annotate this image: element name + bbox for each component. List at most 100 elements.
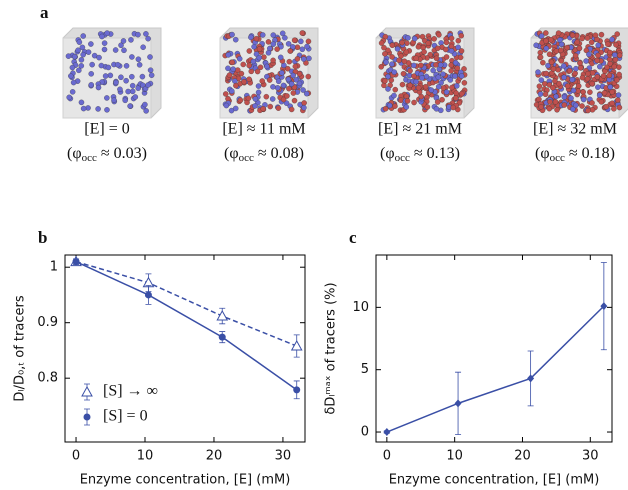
particle xyxy=(225,65,231,72)
particle xyxy=(286,85,292,92)
particle xyxy=(236,56,243,62)
particle xyxy=(99,33,105,40)
particle xyxy=(413,79,419,85)
particle xyxy=(584,35,591,41)
particle xyxy=(232,78,238,84)
plot-frame xyxy=(64,254,306,443)
caption-part: ≈ 0.13) xyxy=(410,145,460,162)
particle xyxy=(257,64,264,71)
particle xyxy=(284,93,290,99)
particle xyxy=(401,58,408,65)
particle xyxy=(233,82,239,89)
particle xyxy=(140,44,146,50)
x-tick-label: 20 xyxy=(514,449,531,464)
particle xyxy=(575,88,581,94)
particle xyxy=(78,63,85,69)
particle xyxy=(555,30,562,36)
particle xyxy=(252,103,258,109)
particle xyxy=(558,58,565,64)
particle xyxy=(275,78,282,85)
particle xyxy=(259,78,265,84)
x-axis-label: Enzyme concentration, [E] (mM) xyxy=(80,473,291,488)
particle xyxy=(237,97,244,103)
particle xyxy=(122,97,128,104)
particle xyxy=(447,77,454,83)
particle xyxy=(541,81,548,87)
particle xyxy=(556,80,562,87)
particle xyxy=(413,55,420,61)
particle xyxy=(443,89,450,95)
particle xyxy=(616,71,622,78)
particle xyxy=(538,77,545,83)
particle xyxy=(457,54,464,61)
particle xyxy=(603,104,610,110)
particle xyxy=(76,39,83,45)
particle xyxy=(282,35,288,41)
particle xyxy=(453,95,459,101)
particle xyxy=(564,83,571,89)
particle xyxy=(80,105,87,112)
particle xyxy=(101,40,108,46)
particle xyxy=(611,63,617,70)
caption-part: ≈ 0.18) xyxy=(565,145,615,162)
particle xyxy=(389,61,395,67)
panel-label: c xyxy=(349,228,357,247)
particle xyxy=(438,79,444,86)
particle xyxy=(454,83,460,89)
particle xyxy=(107,72,114,79)
particle xyxy=(614,31,620,37)
particle xyxy=(545,62,551,69)
particle xyxy=(279,30,286,37)
particle xyxy=(104,30,110,36)
particle xyxy=(448,68,454,74)
captions: [E] = 0 (φocc ≈ 0.03) [E] ≈ 11 mM (φocc … xyxy=(67,121,617,164)
particle xyxy=(543,70,549,77)
particle xyxy=(65,53,72,59)
particle xyxy=(543,30,549,36)
particle xyxy=(573,102,579,109)
particle xyxy=(609,36,615,43)
caption-part: ≈ 0.03) xyxy=(97,145,147,162)
particle xyxy=(598,31,605,38)
particle xyxy=(70,79,77,86)
particle xyxy=(547,99,553,105)
particle xyxy=(306,55,312,62)
particle xyxy=(596,92,603,98)
particle xyxy=(232,36,239,43)
particle xyxy=(102,73,109,79)
particle xyxy=(458,48,465,54)
particle xyxy=(434,45,441,52)
point xyxy=(290,339,303,351)
series-line xyxy=(75,260,298,347)
particle xyxy=(613,41,619,48)
particle xyxy=(450,104,457,111)
particle xyxy=(433,55,440,62)
particle xyxy=(111,97,117,103)
particle xyxy=(256,54,263,61)
x-tick-label: 30 xyxy=(275,449,292,464)
caption-part: occ xyxy=(550,152,565,164)
particle xyxy=(448,62,454,68)
particle xyxy=(557,37,563,43)
point xyxy=(216,310,229,321)
particle xyxy=(400,70,407,77)
particle xyxy=(223,102,230,109)
particle xyxy=(561,74,567,81)
particle xyxy=(458,32,465,39)
particle xyxy=(248,34,254,41)
particle xyxy=(113,79,119,86)
particle xyxy=(458,90,465,97)
particle xyxy=(123,63,130,69)
particle xyxy=(601,90,608,96)
particle xyxy=(250,58,257,65)
particle xyxy=(255,89,262,96)
particle xyxy=(301,104,307,111)
particle xyxy=(392,86,399,93)
particle xyxy=(589,107,596,113)
particle xyxy=(285,76,292,83)
particle xyxy=(573,65,579,72)
particle xyxy=(583,47,590,54)
particle xyxy=(461,66,467,72)
particle xyxy=(147,67,154,73)
particle xyxy=(411,99,417,106)
